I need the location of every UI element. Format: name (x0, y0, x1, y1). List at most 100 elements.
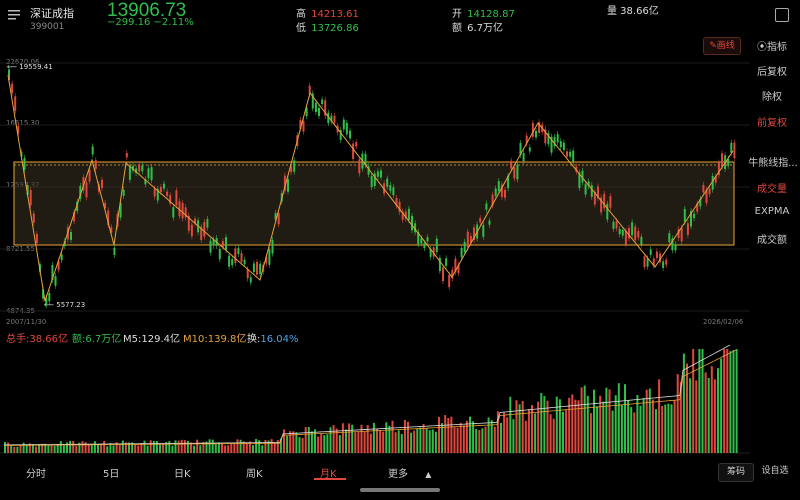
volume-bar (664, 404, 667, 453)
tab-weekly[interactable]: 周K (246, 469, 263, 480)
volume-bar (388, 425, 391, 453)
volume-bar (50, 445, 53, 453)
sidebar-item-turnover[interactable]: 成交额 (757, 235, 787, 246)
volume-bar (636, 395, 639, 453)
sidebar-item-bull-bear[interactable]: 牛熊线指... (748, 158, 798, 169)
volume-bar (475, 429, 478, 453)
volume-bar (149, 440, 152, 453)
volume-bar (472, 421, 475, 453)
volume-bar (413, 430, 416, 453)
volume-bar (295, 432, 298, 453)
candle-body (649, 249, 652, 255)
volume-bar (252, 445, 254, 453)
candle-body (519, 142, 522, 156)
tab-daily[interactable]: 日K (174, 469, 191, 480)
volume-bar (143, 440, 146, 453)
candle-body (376, 171, 379, 177)
sidebar-item-cq[interactable]: 除权 (762, 92, 782, 103)
candle-body (538, 122, 541, 133)
candle-body (708, 188, 711, 195)
date-start: 2007/11/30 (6, 318, 47, 326)
candle-body (569, 151, 572, 157)
volume-bar (248, 441, 251, 453)
add-favorite-button[interactable]: 设自选 (761, 466, 789, 476)
volume-bar (13, 446, 16, 453)
candle-body (674, 244, 677, 251)
volume-bar (732, 350, 735, 453)
index-code: 399001 (30, 22, 65, 32)
volume-bar (593, 389, 595, 453)
volume-bar (366, 425, 369, 453)
draw-line-button[interactable]: ✎画线 (703, 37, 741, 55)
volume-bar (407, 421, 409, 453)
fullscreen-icon[interactable] (775, 8, 789, 22)
volume-bar (205, 441, 208, 453)
candle-body (57, 261, 60, 270)
volume-bar (255, 438, 258, 453)
volume-bar (227, 445, 230, 453)
volume-bar (469, 416, 471, 453)
candle-body (324, 100, 327, 116)
volume-bar (416, 428, 419, 453)
volume-bar (332, 425, 335, 453)
volume-bar (465, 420, 468, 453)
sidebar-item-volume[interactable]: 成交量 (757, 184, 787, 195)
volume-bar (503, 412, 506, 453)
volume-bar (183, 440, 186, 453)
volume-bar (670, 404, 673, 453)
candles-group (8, 66, 736, 309)
candle-body (48, 292, 51, 302)
volume-bar (242, 441, 245, 453)
candle-body (156, 188, 159, 201)
menu-icon[interactable] (8, 10, 20, 20)
tab-5day[interactable]: 5日 (103, 469, 120, 480)
candle-body (727, 158, 730, 166)
chips-button[interactable]: 筹码 (718, 463, 754, 482)
volume-bar (59, 441, 62, 453)
candle-body (590, 185, 593, 197)
sidebar-item-hfq[interactable]: 后复权 (757, 67, 787, 78)
sidebar-item-qfq[interactable]: 前复权 (757, 118, 787, 129)
candle-body (600, 197, 603, 213)
amount-value: 6.7万亿 (467, 23, 503, 34)
indicator-button[interactable]: ⦿指标 (757, 42, 787, 53)
volume-bar (602, 401, 605, 453)
kline-chart[interactable] (0, 55, 750, 330)
candle-body (311, 93, 314, 109)
volume-bar (490, 420, 493, 453)
candle-body (11, 83, 14, 93)
tab-more[interactable]: 更多 ▲ (388, 465, 431, 480)
volume-bar (642, 397, 645, 453)
volume-bar (137, 445, 140, 453)
tab-monthly[interactable]: 月K (320, 469, 337, 480)
volume-bar (500, 422, 502, 453)
low-stat: 低 13726.86 (296, 16, 359, 35)
candle-body (249, 277, 252, 283)
candle-body (237, 248, 240, 255)
low-value: 13726.86 (311, 23, 359, 34)
volume-bar (403, 419, 406, 453)
volume-bar (261, 445, 264, 453)
candle-body (23, 157, 26, 170)
candle-body (380, 170, 382, 178)
volume-bar (431, 429, 434, 453)
volume-bar (53, 445, 56, 453)
sidebar-item-expma[interactable]: EXPMA (754, 206, 790, 217)
volume-bar (78, 442, 81, 453)
candle-body (448, 274, 451, 288)
volume-bar (180, 439, 183, 453)
candle-body (209, 240, 212, 253)
volume-bar (558, 399, 561, 453)
volume-bar (450, 416, 453, 453)
candle-body (70, 232, 72, 240)
volume-bar (165, 442, 168, 453)
tab-intraday[interactable]: 分时 (26, 469, 46, 480)
candle-body (153, 188, 156, 197)
candle-body (435, 238, 438, 253)
volume-bar (314, 429, 316, 453)
volume-bar (4, 441, 6, 453)
volume-bar (233, 443, 236, 453)
volume-bar (648, 388, 651, 453)
candle-body (420, 238, 423, 244)
candle-body (42, 289, 45, 299)
